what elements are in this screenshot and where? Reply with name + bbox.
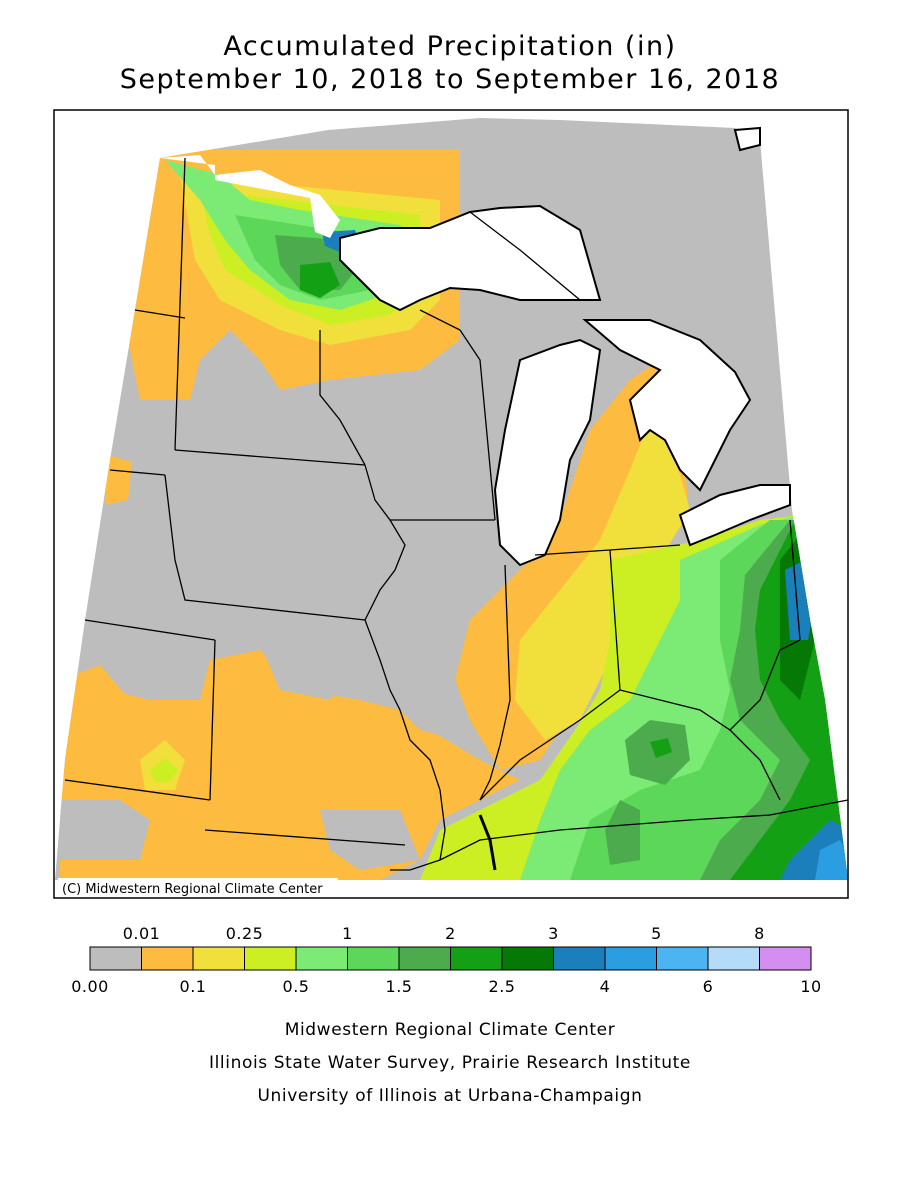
border-ia-mo [164, 474, 366, 621]
legend-bottom-label: 4 [600, 977, 611, 996]
border-il-in [479, 564, 511, 801]
legend-bottom-label: 10 [800, 977, 821, 996]
legend-swatch [707, 946, 760, 971]
border-oh-ky [479, 689, 621, 801]
border-mo-ar [204, 829, 406, 846]
legend-top-label: 0.25 [226, 924, 264, 943]
field-2-ky-blob [650, 738, 672, 758]
lake-huron [582, 319, 752, 492]
field-0-00-ms [60, 800, 150, 860]
legend-swatch [604, 946, 657, 971]
border-in-oh [609, 549, 621, 691]
field-0-1-west-patch [60, 690, 150, 760]
border-mn-ia [174, 449, 366, 466]
field-0-25-in-mi [515, 420, 690, 740]
border-ky-tn [439, 799, 849, 861]
border-pa-oh [789, 519, 801, 641]
border-mo-tn [390, 859, 441, 871]
legend-swatch [553, 946, 606, 971]
great-lakes [339, 126, 791, 567]
border-ks-ok [64, 779, 211, 801]
river-mississippi [478, 814, 497, 871]
border-ne-ks [84, 619, 216, 641]
legend-bottom-label: 0.5 [283, 977, 310, 996]
legend: 0.01 0.25 1 2 3 5 8 0.00 0.1 0.5 1.5 2.5 4 6 10 [71, 924, 821, 996]
border-mn-west [174, 157, 186, 451]
credit-line-2: Illinois State Water Survey, Prairie Res… [209, 1053, 691, 1073]
field-0-00-mo [250, 620, 360, 700]
legend-swatch [89, 946, 142, 971]
legend-top-label: 0.01 [123, 924, 161, 943]
legend-top-label: 8 [754, 924, 765, 943]
field-0-00-il [370, 640, 470, 740]
field-5-southeast [815, 840, 848, 880]
legend-bottom-label: 1.5 [386, 977, 413, 996]
chart-title-line-2: September 10, 2018 to September 16, 2018 [119, 64, 781, 95]
lake-superior [339, 204, 602, 312]
legend-top-label: 2 [445, 924, 456, 943]
border-ia-il [364, 464, 406, 621]
border-wv-va [729, 729, 781, 801]
legend-top-label: 3 [548, 924, 559, 943]
legend-top-label: 5 [651, 924, 662, 943]
legend-swatch [295, 946, 348, 971]
legend-swatch [141, 946, 194, 971]
border-mn-wi [319, 330, 366, 466]
legend-top-label: 1 [342, 924, 353, 943]
border-sd-ne [109, 469, 166, 476]
credit-line-1: Midwestern Regional Climate Center [284, 1020, 616, 1040]
legend-swatch [347, 946, 400, 971]
legend-swatch [450, 946, 503, 971]
field-0-00-mo-south [320, 810, 420, 870]
legend-bottom-label: 0.1 [180, 977, 207, 996]
map-frame [53, 109, 849, 899]
legend-swatch [192, 946, 245, 971]
legend-bottom-label: 2.5 [489, 977, 516, 996]
field-2-5-north [300, 262, 340, 298]
lake-ontario-edge [733, 126, 761, 152]
border-nd-sd [134, 309, 186, 319]
chart-title-line-1: Accumulated Precipitation (in) [223, 31, 677, 62]
legend-bottom-label: 6 [703, 977, 714, 996]
lake-michigan [493, 338, 602, 567]
border-wi-mi [419, 309, 496, 521]
border-il-mo [364, 619, 446, 861]
border-mo-ks [209, 639, 216, 801]
legend-swatch [759, 946, 812, 971]
legend-bottom-label: 0.00 [71, 977, 109, 996]
border-oh-mi [609, 544, 681, 551]
lake-erie [678, 484, 791, 547]
border-canada-mi [469, 211, 581, 301]
copyright-bg [58, 878, 338, 897]
border-in-mi [534, 549, 611, 556]
field-1-5-tn-blob [605, 800, 640, 865]
legend-swatch [501, 946, 554, 971]
copyright-text: (C) Midwestern Regional Climate Center [62, 882, 323, 897]
legend-swatch [656, 946, 709, 971]
legend-swatch [398, 946, 451, 971]
credit-line-3: University of Illinois at Urbana-Champai… [257, 1086, 643, 1106]
canada-area [160, 155, 340, 238]
legend-swatch [244, 946, 297, 971]
state-borders [64, 157, 849, 871]
field-0-1-west [105, 455, 132, 505]
field-0-1-in-mi [455, 360, 690, 770]
field-0-5-il-sw [150, 758, 178, 782]
